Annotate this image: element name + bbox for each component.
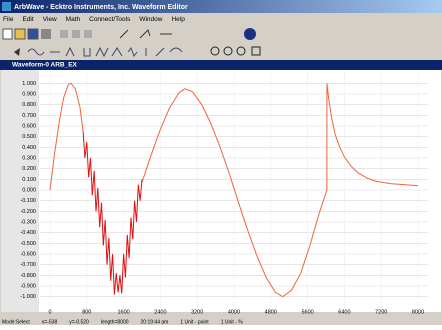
menu-item[interactable]: Math	[66, 16, 81, 23]
y-tick-label: 0.300	[22, 155, 36, 161]
x-tick-label: 2400	[154, 309, 166, 315]
y-tick-label: 1.000	[22, 81, 36, 87]
y-tick-label: -0.400	[20, 230, 36, 236]
window-title: ArbWave - Ecktro Instruments, Inc. Wavef…	[14, 4, 188, 11]
document-area	[1, 70, 441, 312]
y-tick-label: -0.500	[20, 241, 36, 247]
menu-item[interactable]: Help	[171, 16, 185, 23]
y-tick-label: 0.800	[22, 102, 36, 108]
y-tick-label: -0.800	[20, 273, 36, 279]
y-tick-label: 0.400	[22, 145, 36, 151]
zoom-in-button[interactable]	[223, 46, 233, 56]
open-button[interactable]	[14, 28, 26, 40]
toolbar-bg	[0, 44, 442, 59]
y-tick-label: 0.200	[22, 166, 36, 172]
zoom-button[interactable]	[210, 46, 220, 56]
cut-button[interactable]	[60, 30, 68, 38]
y-tick-label: 0.700	[22, 113, 36, 119]
status-item: 1 Unit - %	[221, 319, 244, 325]
status-item: 1 Unit - point	[180, 319, 209, 325]
logo-button[interactable]	[244, 28, 256, 40]
status-item: Mode:Select	[2, 319, 30, 325]
status-items: Mode:Select x=-538 y=-0.520 length=8000 20:1…	[2, 319, 243, 325]
y-tick-label: 0.600	[22, 123, 36, 129]
menu-item[interactable]: Window	[139, 16, 162, 23]
y-tick-label: -0.300	[20, 219, 36, 225]
new-button[interactable]	[2, 28, 13, 40]
toolbar	[0, 25, 442, 43]
status-item: x=-538	[42, 319, 58, 325]
y-tick-label: -1.000	[20, 294, 36, 300]
x-tick-label: 6400	[338, 309, 350, 315]
fit-button[interactable]	[251, 46, 261, 56]
menu-item[interactable]: File	[3, 16, 14, 23]
status-item: 20:19:44 am	[141, 319, 169, 325]
waveform-line	[82, 131, 143, 295]
menu-item[interactable]: Connect/Tools	[89, 16, 131, 23]
save-button[interactable]	[27, 28, 39, 40]
x-tick-label: 7200	[375, 309, 387, 315]
x-tick-label: 800	[82, 309, 91, 315]
y-tick-label: 0.900	[22, 91, 36, 97]
y-tick-label: -0.700	[20, 262, 36, 268]
wave-tool-buttons[interactable]	[27, 46, 183, 58]
menu-item[interactable]: View	[43, 16, 57, 23]
x-tick-label: 8000	[412, 309, 424, 315]
zoom-out-button[interactable]	[236, 46, 246, 56]
toolbar-2	[0, 44, 442, 59]
app-icon	[2, 2, 11, 11]
select-button[interactable]	[14, 48, 20, 56]
status-item: length=8000	[101, 319, 129, 325]
menu-bar: File Edit View Math Connect/Tools Window Help	[3, 16, 185, 23]
x-tick-label: 3200	[191, 309, 203, 315]
y-tick-label: 0.100	[22, 177, 36, 183]
document-title-bar	[0, 60, 442, 70]
paste-button[interactable]	[84, 30, 92, 38]
y-tick-label: -0.200	[20, 209, 36, 215]
x-tick-label: 4000	[228, 309, 240, 315]
document-title: Waveform-0 ARB_EX	[12, 62, 78, 69]
status-item: y=-0.520	[69, 319, 89, 325]
y-tick-label: 0.500	[22, 134, 36, 140]
plot: 1.000 0.900 0.800 0.700 0.600 0.500 0.400 0.300…	[20, 72, 428, 315]
title-bar	[0, 0, 442, 13]
toolbar-bg	[0, 25, 442, 43]
print-button[interactable]	[41, 29, 51, 39]
y-tick-label: -0.900	[20, 283, 36, 289]
menu-item[interactable]: Edit	[22, 16, 33, 23]
y-tick-label: 0.000	[22, 187, 36, 193]
x-tick-label: 1600	[117, 309, 129, 315]
copy-button[interactable]	[72, 30, 80, 38]
y-tick-label: -0.600	[20, 251, 36, 257]
y-tick-label: -0.100	[20, 198, 36, 204]
x-tick-label: 5600	[301, 309, 313, 315]
waveform-line	[49, 82, 419, 298]
status-bar	[0, 318, 442, 325]
y-axis-panel	[1, 70, 39, 312]
x-tick-label: 0	[48, 309, 51, 315]
x-tick-label: 4800	[265, 309, 277, 315]
tool-buttons[interactable]	[119, 29, 172, 39]
